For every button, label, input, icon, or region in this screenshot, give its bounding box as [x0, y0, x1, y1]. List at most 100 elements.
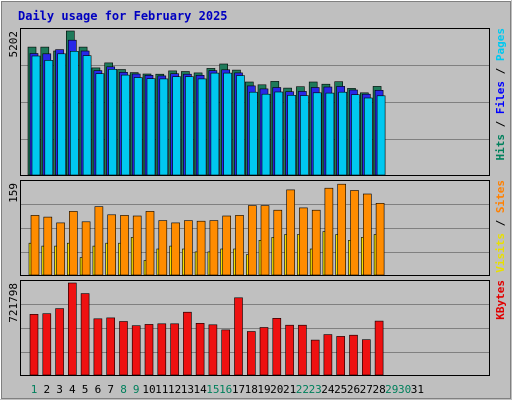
x-axis-labels: 1 2 3 4 5 6 7 8 9 10 11 12 13 14 15 16 17 18 19 20 21 22 23 24 2…: [31, 383, 424, 396]
bar-kbytes: [285, 324, 294, 376]
bar-pages: [274, 91, 284, 176]
bar-pages: [146, 78, 156, 176]
legend: KBytes: [494, 280, 507, 320]
series-kbytes: [29, 282, 384, 376]
bar-pages: [82, 55, 92, 176]
bar-kbytes: [131, 325, 141, 376]
bar-kbytes: [144, 324, 154, 376]
bar-kbytes: [349, 334, 358, 376]
bar-pages: [312, 92, 322, 176]
bar-sites: [132, 215, 142, 276]
bar-pages: [300, 95, 309, 176]
bar-kbytes: [247, 331, 256, 376]
bar-pages: [70, 50, 79, 176]
bar-pages: [325, 92, 335, 176]
panel-2: 159 Visits / Sites: [7, 180, 507, 276]
bar-kbytes: [336, 336, 346, 376]
bar-sites: [69, 211, 78, 276]
bar-kbytes: [68, 282, 77, 376]
bar-pages: [236, 75, 245, 176]
series-sites: [30, 183, 385, 276]
bar-kbytes: [272, 317, 282, 376]
bar-sites: [196, 220, 206, 276]
bar-pages: [249, 91, 258, 176]
x-tick-label: 7: [107, 383, 114, 396]
legend-entry: /: [494, 61, 507, 81]
x-tick-label: 6: [95, 383, 102, 396]
x-tick-label: 16: [219, 383, 232, 396]
bar-kbytes: [361, 339, 371, 376]
bar-kbytes: [183, 311, 192, 376]
x-tick-label: 18: [245, 383, 258, 396]
bar-kbytes: [29, 313, 39, 376]
legend-entry: /: [494, 213, 507, 233]
bar-sites: [337, 183, 347, 276]
bar-sites: [107, 214, 116, 276]
bar-kbytes: [93, 318, 103, 376]
bar-pages: [338, 91, 348, 176]
bar-kbytes: [374, 320, 384, 376]
bar-sites: [311, 209, 321, 276]
x-tick-label: 22: [296, 383, 309, 396]
bar-kbytes: [157, 323, 167, 376]
bar-sites: [375, 203, 385, 276]
x-tick-label: 13: [181, 383, 194, 396]
bar-sites: [158, 220, 168, 276]
bar-sites: [30, 215, 40, 276]
bar-kbytes: [310, 339, 320, 376]
x-tick-label: 20: [270, 383, 283, 396]
panel-3: 721798 KBytes: [7, 280, 507, 376]
x-tick-label: 27: [360, 383, 373, 396]
bar-sites: [222, 215, 231, 276]
x-tick-label: 2: [43, 383, 50, 396]
y-max-label: 5202: [7, 31, 20, 58]
legend-entry: KBytes: [494, 280, 507, 320]
bar-pages: [376, 95, 386, 176]
bar-sites: [171, 222, 180, 276]
bar-sites: [286, 189, 295, 276]
bar-sites: [56, 222, 65, 276]
y-max-label: 721798: [7, 283, 20, 323]
bar-pages: [159, 78, 169, 176]
bar-sites: [184, 220, 193, 276]
x-tick-label: 15: [206, 383, 219, 396]
x-tick-label: 12: [168, 383, 181, 396]
bar-pages: [351, 94, 360, 176]
panel-1: 5202 Hits / Files / Pages: [7, 28, 507, 176]
x-tick-label: 10: [142, 383, 155, 396]
legend-entry: Files: [494, 81, 507, 114]
bar-pages: [44, 60, 54, 176]
x-tick-label: 19: [257, 383, 270, 396]
bar-sites: [43, 216, 53, 276]
x-tick-label: 25: [334, 383, 347, 396]
legend-entry: Sites: [494, 180, 507, 213]
x-tick-label: 8: [120, 383, 127, 396]
x-tick-label: 29: [385, 383, 398, 396]
bar-sites: [120, 215, 129, 276]
bar-sites: [362, 193, 372, 276]
bar-kbytes: [234, 297, 243, 376]
bar-pages: [197, 78, 207, 176]
bar-pages: [172, 76, 181, 176]
bar-sites: [235, 215, 244, 276]
bar-pages: [261, 93, 271, 176]
series-pages: [31, 50, 386, 176]
legend-entry: /: [494, 114, 507, 134]
x-tick-label: 1: [31, 383, 38, 396]
bar-pages: [121, 74, 130, 176]
bar-kbytes: [259, 327, 269, 376]
bar-pages: [133, 77, 143, 176]
x-tick-label: 28: [372, 383, 385, 396]
y-max-label: 159: [7, 183, 20, 203]
bar-kbytes: [170, 323, 179, 376]
x-tick-label: 17: [232, 383, 245, 396]
bar-sites: [94, 206, 104, 276]
x-tick-label: 5: [82, 383, 89, 396]
x-tick-label: 23: [309, 383, 322, 396]
chart-title: Daily usage for February 2025: [18, 9, 228, 23]
x-tick-label: 21: [283, 383, 296, 396]
panel-border: [20, 280, 490, 376]
bar-pages: [57, 53, 66, 176]
legend-entry: Pages: [494, 28, 507, 61]
